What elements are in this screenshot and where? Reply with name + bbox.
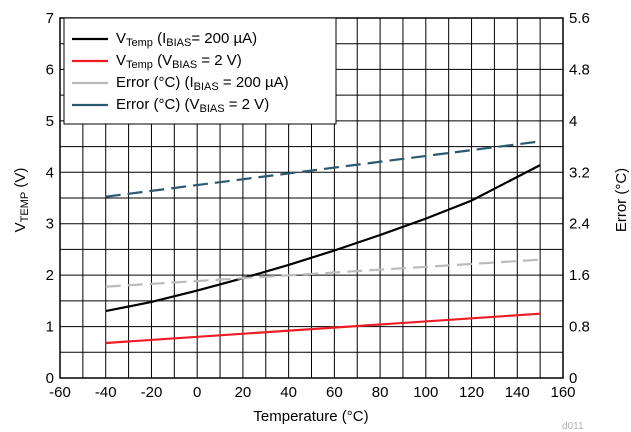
y-left-tick-label: 1 bbox=[46, 319, 54, 336]
x-tick-label: 20 bbox=[235, 384, 252, 401]
y-left-tick-label: 2 bbox=[46, 267, 54, 284]
y-left-tick-label: 0 bbox=[46, 370, 54, 387]
legend-entry: Error (°C) (VBIAS = 2 V) bbox=[116, 96, 269, 115]
x-tick-label: 140 bbox=[505, 384, 530, 401]
series-line-3 bbox=[105, 258, 541, 288]
y-right-tick-label: 4 bbox=[569, 113, 577, 130]
legend-box bbox=[63, 17, 337, 125]
y-left-tick-label: 7 bbox=[46, 10, 54, 27]
tick-labels: -60 -40 -20 0 20 40 60 80 100 120 140 1600123456700… bbox=[46, 10, 590, 401]
legend-entry: VTemp (VBIAS = 2 V) bbox=[116, 52, 242, 71]
y-right-tick-label: 0.8 bbox=[569, 319, 590, 336]
x-tick-label: 40 bbox=[280, 384, 297, 401]
y-right-tick-label: 1.6 bbox=[569, 267, 590, 284]
y-right-tick-label: 4.8 bbox=[569, 61, 590, 78]
series-lines bbox=[105, 140, 541, 345]
y-right-tick-label: 2.4 bbox=[569, 216, 590, 233]
x-tick-label: 0 bbox=[193, 384, 201, 401]
series-line-2 bbox=[105, 312, 541, 345]
y-left-tick-label: 4 bbox=[46, 164, 54, 181]
y-right-tick-label: 5.6 bbox=[569, 10, 590, 27]
x-tick-label: 160 bbox=[550, 384, 575, 401]
legend-entry: VTemp (IBIAS= 200 µA) bbox=[116, 30, 257, 49]
x-tick-label: -60 bbox=[49, 384, 71, 401]
x-tick-label: -20 bbox=[141, 384, 163, 401]
y-axis-left-title: VTEMP (V) bbox=[12, 168, 31, 233]
y-right-tick-label: 0 bbox=[569, 370, 577, 387]
legend: VTemp (IBIAS= 200 µA) VTemp (VBIAS = 2 V)… bbox=[63, 17, 337, 125]
y-left-tick-label: 3 bbox=[46, 216, 54, 233]
x-tick-label: 80 bbox=[372, 384, 389, 401]
series-line-1 bbox=[105, 164, 541, 313]
y-left-tick-label: 5 bbox=[46, 113, 54, 130]
y-right-tick-label: 3.2 bbox=[569, 164, 590, 181]
x-tick-label: 120 bbox=[459, 384, 484, 401]
series-line-4 bbox=[105, 140, 541, 198]
x-tick-label: 100 bbox=[413, 384, 438, 401]
figure-id: d011 bbox=[562, 421, 584, 432]
y-axis-right-title: Error (°C) bbox=[613, 168, 630, 232]
legend-entry: Error (°C) (IBIAS = 200 µA) bbox=[116, 74, 289, 93]
x-tick-label: 60 bbox=[326, 384, 343, 401]
x-tick-label: -40 bbox=[95, 384, 117, 401]
x-axis-title: Temperature (°C) bbox=[253, 408, 368, 425]
y-left-tick-label: 6 bbox=[46, 61, 54, 78]
